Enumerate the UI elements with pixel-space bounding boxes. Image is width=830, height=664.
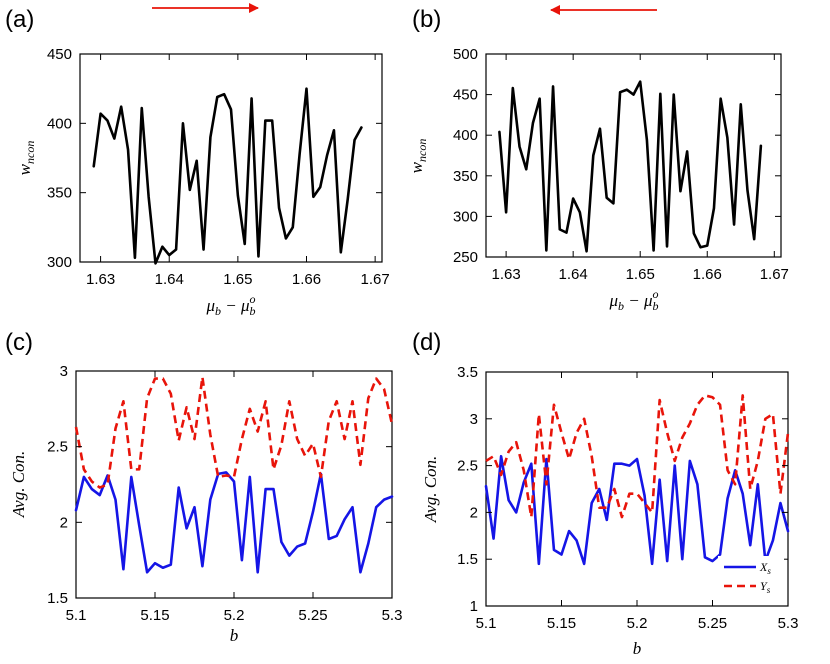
panel-b-ticks: 1.63 1.64 1.65 1.66 1.67 250 300 350 400 450 500 — [453, 46, 789, 283]
panel-b-frame — [485, 53, 782, 258]
panel-d-series-line-x-s — [484, 454, 790, 566]
panel-c-label: (c) — [5, 329, 33, 356]
panel-c-ticks: 5.1 5.15 5.2 5.25 5.3 1.5 2 2.5 3 — [47, 363, 402, 624]
panel-b-label: (b) — [412, 6, 441, 33]
legend-box — [718, 556, 784, 596]
panel-a-xtick-label: 1.66 — [292, 271, 321, 288]
panel-a-ylabel: wncon — [15, 141, 37, 176]
legend: Xs Ys — [718, 556, 784, 596]
panel-d-ytick-label: 3.5 — [457, 364, 478, 381]
panel-d-ytick-label: 1.5 — [457, 551, 478, 568]
panel-c-xtick-label: 5.15 — [140, 607, 169, 624]
panel-b-xtick-label: 1.67 — [760, 266, 789, 283]
panel-b-series — [498, 80, 763, 253]
panel-b-xlabel: μb − μbo — [608, 287, 658, 313]
panel-d-ticks: 5.1 5.15 5.2 5.25 5.3 1 1.5 2 2.5 3 3.5 — [457, 364, 798, 632]
panel-b-xtick-label: 1.66 — [693, 266, 722, 283]
panel-c-ytick-label: 3 — [60, 363, 68, 380]
panel-a-label: (a) — [5, 6, 34, 33]
panel-c-series-line-x-s — [74, 471, 394, 574]
panel-c-series — [74, 375, 394, 574]
panel-d: (d) 5.1 5.15 5.2 5.25 5.3 1 1.5 2 2.5 3 3.5 b Avg.… — [412, 329, 798, 658]
panel-d-xtick-label: 5.1 — [476, 615, 497, 632]
panel-d-ytick-label: 3 — [470, 411, 478, 428]
panel-a-frame — [79, 53, 383, 263]
panel-c: (c) 5.1 5.15 5.2 5.25 5.3 1.5 2 2.5 3 b Avg. Con… — [5, 329, 402, 645]
panel-b-ylabel: wncon — [407, 139, 429, 174]
panel-b-xtick-label: 1.65 — [626, 266, 655, 283]
panel-d-xlabel: b — [633, 639, 642, 658]
panel-a-xtick-label: 1.67 — [361, 271, 390, 288]
panel-b-ytick-label: 250 — [453, 249, 478, 266]
panel-b-ytick-label: 300 — [453, 208, 478, 225]
panel-a-ticks: 1.63 1.64 1.65 1.66 1.67 300 350 400 450 — [47, 46, 390, 288]
panel-a-ytick-label: 300 — [47, 254, 72, 271]
panel-d-xtick-label: 5.2 — [627, 615, 648, 632]
panel-a-xlabel: μb − μbo — [205, 292, 255, 318]
panel-a-xtick-label: 1.63 — [86, 271, 115, 288]
panel-d-xtick-label: 5.3 — [778, 615, 799, 632]
panel-c-ytick-label: 2.5 — [47, 439, 68, 456]
panel-b: (b) 1.63 1.64 1.65 1.66 1.67 250 300 350 400 450 5… — [407, 6, 789, 313]
panel-b-ytick-label: 500 — [453, 46, 478, 63]
panel-d-ytick-label: 2.5 — [457, 458, 478, 475]
panel-b-xtick-label: 1.64 — [559, 266, 588, 283]
panel-b-ytick-label: 450 — [453, 87, 478, 104]
panel-c-ylabel: Avg. Con. — [9, 451, 28, 519]
panel-d-ytick-label: 1 — [470, 598, 478, 615]
panel-c-xtick-label: 5.3 — [382, 607, 403, 624]
panel-a-xtick-label: 1.65 — [223, 271, 252, 288]
panel-d-ylabel: Avg. Con. — [421, 456, 440, 524]
panel-a: (a) 1.63 1.64 1.65 1.66 1.67 300 350 400 450 μb … — [5, 6, 390, 318]
panel-d-series-line-y-s — [485, 394, 790, 519]
panel-c-xtick-label: 5.25 — [298, 607, 327, 624]
panel-a-series-line-w-ncon — [92, 87, 363, 265]
panel-d-series — [484, 394, 790, 566]
panel-b-series-line-w-ncon — [498, 80, 763, 253]
panel-a-series — [92, 87, 363, 265]
panel-c-ytick-label: 2 — [60, 514, 68, 531]
panel-a-ytick-label: 400 — [47, 115, 72, 132]
panel-b-xtick-label: 1.63 — [492, 266, 521, 283]
panel-c-xtick-label: 5.2 — [224, 607, 245, 624]
panel-b-ytick-label: 350 — [453, 168, 478, 185]
panel-a-xtick-label: 1.64 — [155, 271, 184, 288]
panel-a-ytick-label: 350 — [47, 185, 72, 202]
panel-c-xtick-label: 5.1 — [66, 607, 87, 624]
panel-b-ytick-label: 400 — [453, 127, 478, 144]
legend-label-ys: Ys — [760, 579, 771, 595]
panel-d-label: (d) — [412, 329, 441, 356]
panel-a-ytick-label: 450 — [47, 46, 72, 63]
panel-c-xlabel: b — [230, 626, 239, 645]
panel-d-xtick-label: 5.15 — [547, 615, 576, 632]
panel-d-ytick-label: 2 — [470, 504, 478, 521]
panel-c-series-line-y-s — [74, 375, 394, 489]
panel-c-ytick-label: 1.5 — [47, 590, 68, 607]
panel-d-xtick-label: 5.25 — [698, 615, 727, 632]
